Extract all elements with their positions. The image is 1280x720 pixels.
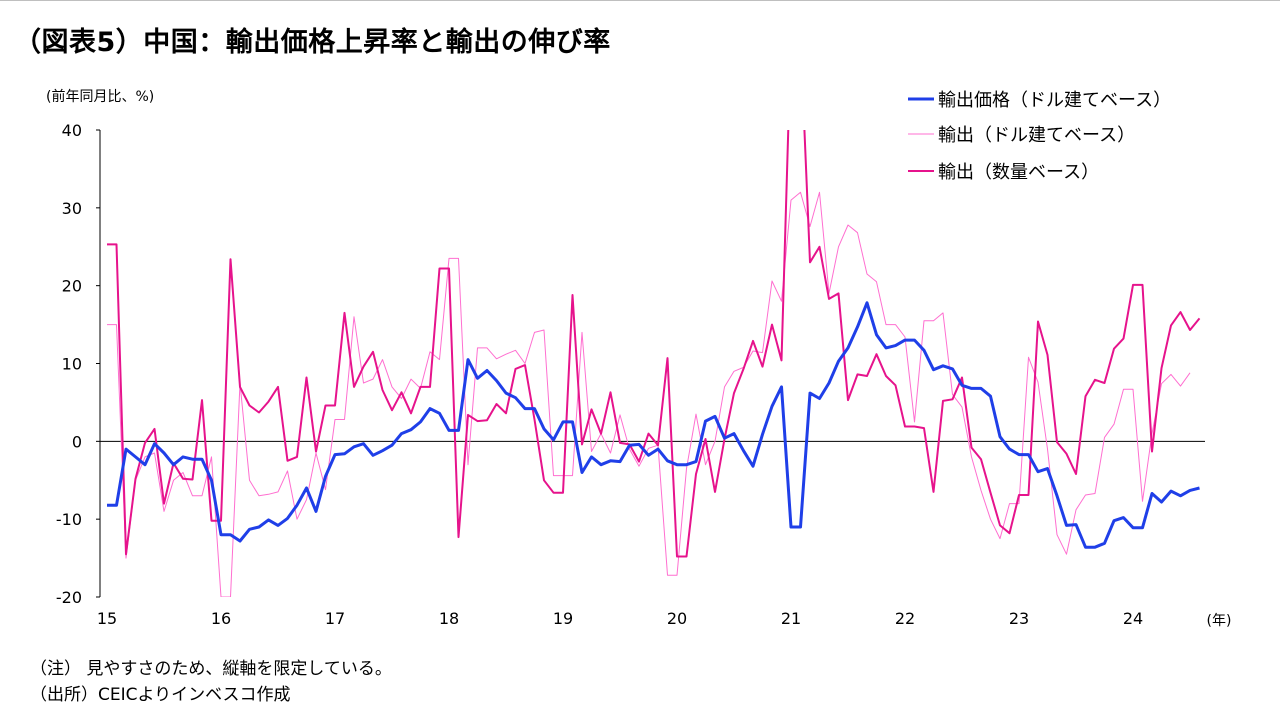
legend-label-1: 輸出（ドル建てベース） — [938, 125, 1135, 146]
page-title: （図表5）中国：輸出価格上昇率と輸出の伸び率 — [14, 27, 611, 58]
top-border-line — [0, 0, 1280, 1]
x-tick-label: 17 — [325, 609, 345, 628]
x-tick-label: 18 — [439, 609, 459, 628]
x-tick-label: 21 — [781, 609, 801, 628]
x-tick-label: 20 — [667, 609, 687, 628]
footnote-source: （出所）CEICよりインベスコ作成 — [30, 685, 291, 705]
series-line-0 — [107, 301, 1200, 549]
x-tick-label: 23 — [1009, 609, 1029, 628]
y-tick-label: -20 — [56, 588, 82, 607]
x-tick-label: 24 — [1123, 609, 1143, 628]
series-line-1 — [107, 191, 1191, 597]
y-tick-label: 40 — [62, 121, 82, 140]
x-tick-label: 22 — [895, 609, 915, 628]
y-tick-label: -10 — [56, 510, 82, 529]
legend-label-0: 輸出価格（ドル建てベース） — [938, 90, 1171, 111]
series-line-2 — [107, 130, 1201, 558]
legend-label-2: 輸出（数量ベース） — [938, 162, 1099, 183]
x-axis-unit-label: (年) — [1207, 613, 1232, 629]
y-tick-label: 30 — [62, 199, 82, 218]
x-tick-label: 15 — [97, 609, 117, 628]
x-tick-label: 16 — [211, 609, 231, 628]
y-tick-label: 0 — [72, 432, 82, 451]
footnote-note: （注） 見やすさのため、縦軸を限定している。 — [30, 659, 392, 679]
y-tick-label: 20 — [62, 277, 82, 296]
y-tick-label: 10 — [62, 355, 82, 374]
x-tick-label: 19 — [553, 609, 573, 628]
y-axis-unit-label: (前年同月比、%) — [46, 89, 155, 105]
